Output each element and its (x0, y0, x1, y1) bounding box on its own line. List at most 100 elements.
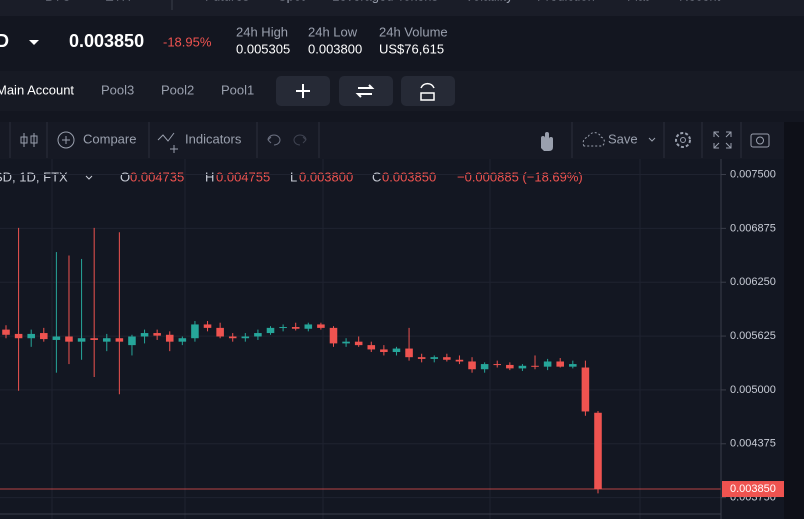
candle-body (102, 338, 111, 342)
candle-body (493, 364, 502, 366)
y-tick-label: 0.006875 (730, 222, 776, 234)
candle-body (128, 336, 136, 346)
stat-value: 0.005305 (236, 41, 290, 56)
candle-body (203, 324, 212, 328)
candle-body (291, 327, 300, 329)
candle-body (531, 365, 539, 367)
stat-label: 24h Volume (379, 24, 448, 39)
redo[interactable] (293, 134, 307, 146)
undo[interactable] (267, 134, 281, 146)
candle-body (581, 367, 590, 412)
candle-body (2, 329, 10, 335)
price-change: -18.95% (163, 34, 212, 49)
candle-body (191, 324, 199, 339)
legend-arrow[interactable] (85, 175, 93, 180)
candle-body (430, 357, 439, 359)
nav-item[interactable]: Prediction (537, 0, 595, 3)
history-button[interactable] (401, 76, 455, 106)
nav-item[interactable]: Recent (679, 0, 721, 3)
candle-body (266, 327, 275, 334)
camera-icon[interactable] (750, 133, 770, 148)
legend-symbol: SD, 1D, FTX (0, 169, 68, 184)
indicators-icon[interactable] (157, 132, 178, 153)
toolbar-dividers (9, 122, 742, 158)
legend-h: H (205, 169, 214, 184)
candle-body (468, 361, 476, 370)
stat-label: 24h Low (308, 24, 358, 39)
toolbar (0, 122, 784, 159)
transfer-icon (355, 84, 375, 98)
candle-body (455, 359, 464, 362)
candle-body (354, 341, 363, 346)
nav-item[interactable]: Futures (205, 0, 250, 3)
legend-close: 0.003850 (382, 169, 436, 184)
indicators-button[interactable]: Indicators (185, 131, 242, 146)
nav-item[interactable]: Fiat (627, 0, 649, 3)
legend-l: L (290, 169, 297, 184)
legend-c: C (372, 169, 381, 184)
dropdown-arrow[interactable] (29, 40, 39, 45)
candle-body (392, 348, 401, 353)
candle-body (115, 338, 124, 342)
nav-item[interactable]: Volatility (465, 0, 513, 3)
legend-high: 0.004755 (216, 169, 270, 184)
account-tab[interactable]: Main Account (0, 82, 74, 97)
candle-body (165, 334, 174, 342)
compare-plus (62, 136, 70, 144)
candle-body (543, 361, 552, 367)
legend-low: 0.003800 (299, 169, 353, 184)
y-tick-label: 0.006250 (730, 276, 776, 288)
candle-body (254, 333, 262, 337)
legend-change: −0.000885 (−18.69%) (457, 169, 583, 184)
nav-item[interactable]: ETH (105, 0, 131, 3)
fullscreen-icon[interactable] (713, 131, 732, 149)
candle-body (329, 327, 338, 344)
compare-button[interactable]: Compare (83, 131, 136, 146)
stat-value: 0.003800 (308, 41, 362, 56)
candle-body (27, 333, 35, 339)
cloud-icon[interactable] (582, 132, 605, 147)
compare-icon[interactable] (57, 131, 75, 149)
candle-icon[interactable] (20, 133, 38, 147)
candle-body (14, 333, 23, 339)
nav: BTC ETH Futures Spot Leveraged Tokens Volatil… (45, 0, 721, 3)
pool-tab[interactable]: Pool3 (101, 82, 134, 97)
y-tick-label: 0.005000 (730, 384, 776, 396)
candle-body (65, 336, 73, 342)
candle-body (380, 349, 388, 353)
stat-label: 24h High (236, 24, 288, 39)
candle-body (77, 338, 86, 342)
nav-item[interactable]: BTC (45, 0, 71, 3)
candle-body (40, 333, 48, 340)
y-tick-label: 0.007500 (730, 168, 776, 180)
y-tick-label: 0.005625 (730, 330, 776, 342)
candle-body (216, 327, 224, 337)
save-button[interactable]: Save (608, 131, 638, 146)
nav-item[interactable]: Spot (278, 0, 305, 3)
candle-body (241, 336, 250, 339)
pool-tab[interactable]: Pool2 (161, 82, 194, 97)
candle-body (52, 336, 61, 340)
candle-body (342, 341, 350, 344)
camera-lens (756, 136, 764, 145)
candle-body (317, 324, 325, 328)
transfer-button[interactable] (339, 76, 393, 106)
candle-body (140, 333, 149, 337)
legend-open: 0.004735 (130, 169, 184, 184)
settings-center (680, 137, 686, 143)
y-tick-label: 0.004375 (730, 438, 776, 450)
plus-icon (296, 84, 310, 98)
stat-value: US$76,615 (379, 41, 444, 56)
hand-icon[interactable] (541, 132, 553, 151)
pool-tab[interactable]: Pool1 (221, 82, 254, 97)
save-arrow[interactable] (648, 137, 656, 142)
price: 0.003850 (69, 31, 144, 51)
candle-body (443, 357, 451, 360)
candle-body (367, 345, 376, 350)
candle-body (569, 364, 577, 367)
nav-item[interactable]: Leveraged Tokens (332, 0, 439, 3)
settings-icon[interactable] (675, 132, 691, 148)
candle-body (556, 361, 564, 367)
